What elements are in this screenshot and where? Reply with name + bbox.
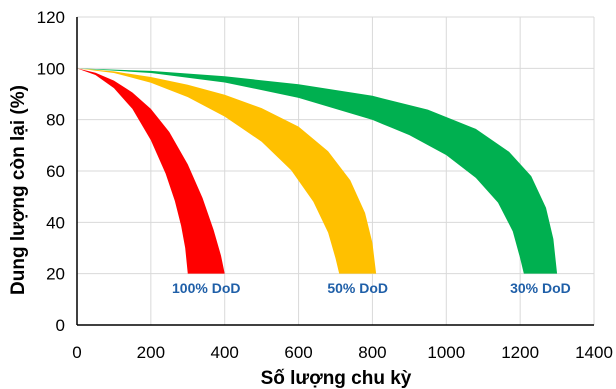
y-tick-label: 0: [56, 316, 65, 335]
y-tick-labels: 0 20 40 60 80 100 120: [37, 8, 65, 335]
y-tick-label: 120: [37, 8, 65, 27]
x-tick-label: 200: [137, 343, 165, 362]
band-labels: 100% DoD 50% DoD 30% DoD: [172, 280, 571, 296]
band-label-2: 50% DoD: [327, 280, 388, 296]
band-label-1: 100% DoD: [172, 280, 240, 296]
x-tick-label: 0: [72, 343, 81, 362]
x-tick-label: 400: [211, 343, 239, 362]
y-tick-label: 100: [37, 59, 65, 78]
x-tick-labels: 0 200 400 600 800 1000 1200 1400: [72, 343, 613, 362]
band-2: [77, 68, 377, 274]
x-axis-title: Số lượng chu kỳ: [261, 368, 412, 389]
axes: [76, 17, 594, 326]
x-tick-label: 600: [284, 343, 312, 362]
y-tick-label: 20: [46, 265, 65, 284]
chart-bands: [77, 68, 558, 274]
y-tick-label: 80: [46, 111, 65, 130]
y-tick-label: 60: [46, 162, 65, 181]
x-tick-label: 800: [358, 343, 386, 362]
x-tick-label: 1000: [427, 343, 465, 362]
y-axis-title: Dung lượng còn lại (%): [8, 85, 29, 295]
band-3: [77, 68, 558, 274]
x-tick-label: 1200: [501, 343, 539, 362]
band-label-3: 30% DoD: [510, 280, 571, 296]
x-tick-label: 1400: [575, 343, 613, 362]
band-1: [77, 68, 225, 274]
y-tick-label: 40: [46, 213, 65, 232]
